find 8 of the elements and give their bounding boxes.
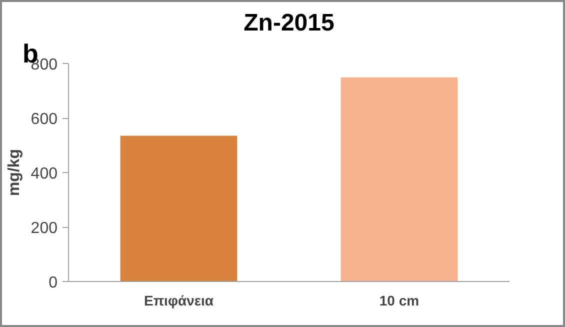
y-tick-label: 0 <box>48 274 58 292</box>
y-tick-label: 400 <box>30 166 58 182</box>
x-tick-label: Επιφάνεια <box>144 292 214 308</box>
y-tick-label: 600 <box>30 111 58 128</box>
chart-title: Zn-2015 <box>244 10 334 36</box>
y-axis-title: mg/kg <box>6 148 23 196</box>
y-tick-label: 200 <box>30 220 58 237</box>
x-tick-label: 10 cm <box>379 292 420 308</box>
